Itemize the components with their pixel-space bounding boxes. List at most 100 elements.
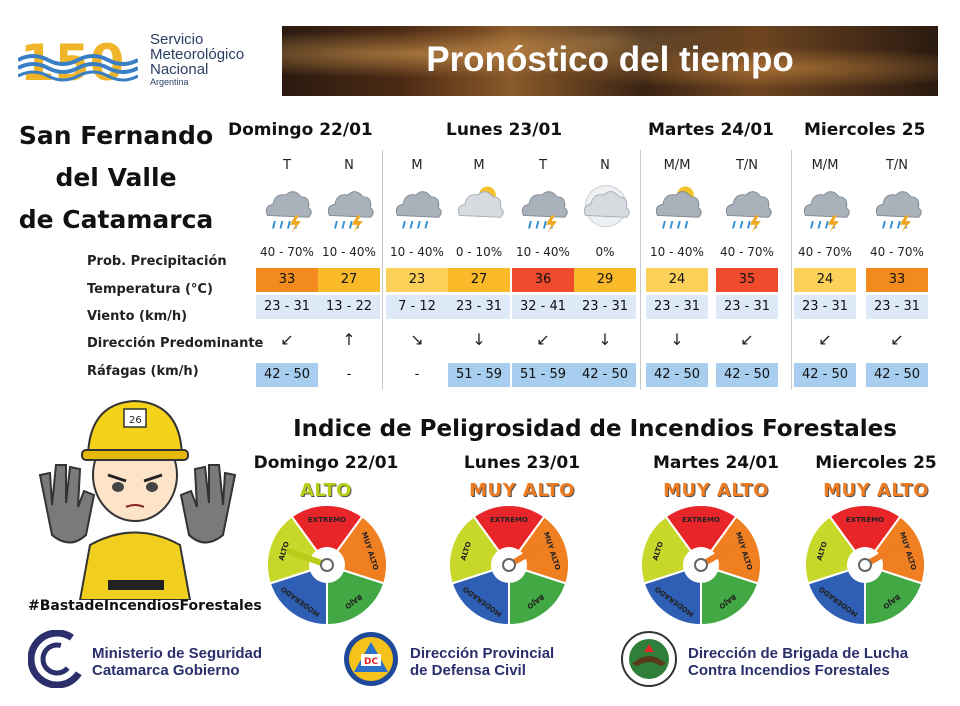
wind-cell: 23 - 31 (646, 295, 708, 319)
smn-line-1: Servicio (150, 31, 204, 48)
firefighter-kid-illustration: 26 (38, 399, 237, 600)
storm-icon (318, 180, 380, 236)
fire-day-header: Lunes 23/01 (463, 453, 581, 473)
fire-day-header: Martes 24/01 (653, 453, 779, 473)
fire-index-title: Indice de Peligrosidad de Incendios Fore… (293, 416, 897, 442)
temperature-cell: 29 (574, 268, 636, 292)
partly-cloudy-icon (448, 180, 510, 236)
precip-probability: 10 - 40% (390, 245, 444, 259)
brigade-line-1: Dirección de Brigada de Lucha (688, 645, 909, 662)
temperature-cell: 24 (646, 268, 708, 292)
precip-probability: 40 - 70% (720, 245, 774, 259)
storm-icon (866, 180, 928, 236)
period-label: M/M (811, 158, 839, 173)
period-label: N (344, 158, 354, 173)
temperature-cell: 27 (448, 268, 510, 292)
smn-name: Servicio Meteorológico Nacional Argentin… (150, 32, 244, 88)
wind-cell: 23 - 31 (448, 295, 510, 319)
wind-cell: 7 - 12 (386, 295, 448, 319)
rain-icon (386, 180, 448, 236)
gust-cell: 51 - 59 (512, 363, 574, 387)
gauge-segment (642, 563, 702, 627)
period-label: M (411, 158, 423, 173)
column-separator (382, 150, 383, 390)
gust-cell: 42 - 50 (866, 363, 928, 387)
fire-danger-gauge: EXTREMO MUY ALTO BAJO MODERADO ALTO (800, 500, 930, 630)
wind-cell: 13 - 22 (318, 295, 380, 319)
fire-danger-gauge: EXTREMO MUY ALTO BAJO MODERADO ALTO (444, 500, 574, 630)
gust-cell: 42 - 50 (716, 363, 778, 387)
gauge-segment (700, 563, 760, 627)
brigade-line-2: Contra Incendios Forestales (688, 662, 890, 679)
civil-defense-logo: DC (344, 632, 398, 686)
precip-probability: 0 - 10% (455, 245, 503, 259)
wind-cell: 23 - 31 (716, 295, 778, 319)
wind-cell: 23 - 31 (574, 295, 636, 319)
ministry-logo (28, 630, 86, 688)
gauge-segment (508, 563, 568, 627)
cloudy-night-icon (574, 180, 636, 236)
day-header-wednesday: Miercoles 25 (804, 120, 926, 140)
gust-cell: 51 - 59 (448, 363, 510, 387)
helmet-number: 26 (129, 415, 142, 426)
hashtag: #BastadeIncendiosForestales (28, 598, 262, 614)
dc-line-2: de Defensa Civil (410, 662, 526, 679)
ministry-name: Ministerio de Seguridad Catamarca Gobier… (92, 645, 262, 679)
storm-icon (716, 180, 778, 236)
smn-line-2: Meteorológico (150, 46, 245, 63)
gauge-segment (828, 504, 902, 567)
row-label-temp: Temperatura (°C) (87, 282, 213, 297)
gauge-segment-label: EXTREMO (308, 516, 346, 524)
wind-direction-arrow: ↓ (598, 330, 612, 349)
storm-icon (256, 180, 318, 236)
period-label: T/N (735, 158, 759, 173)
title-banner: Pronóstico del tiempo (282, 26, 938, 96)
gust-cell: 42 - 50 (646, 363, 708, 387)
precip-probability: 40 - 70% (798, 245, 852, 259)
fire-danger-gauge: EXTREMO MUY ALTO BAJO MODERADO ALTO (262, 500, 392, 630)
gust-cell: 42 - 50 (256, 363, 318, 387)
fire-level-label: MUY ALTO (469, 480, 575, 501)
temperature-cell: 33 (256, 268, 318, 292)
temperature-cell: 23 (386, 268, 448, 292)
precip-probability: 40 - 70% (870, 245, 924, 259)
location-name: San Fernando del Valle de Catamarca (10, 115, 222, 241)
wind-direction-arrow: ↓ (670, 330, 684, 349)
wind-direction-arrow: ↙ (280, 330, 294, 349)
gauge-segment (806, 563, 866, 627)
precip-probability: 0% (595, 245, 615, 259)
page-title: Pronóstico del tiempo (426, 40, 794, 79)
fire-level-label: MUY ALTO (663, 480, 769, 501)
sun-rain-icon (646, 180, 708, 236)
gust-cell: - (414, 367, 420, 382)
period-label: M/M (663, 158, 691, 173)
row-label-precip: Prob. Precipitación (87, 254, 227, 269)
brigade-name: Dirección de Brigada de Lucha Contra Inc… (688, 645, 908, 679)
fire-day-header: Domingo 22/01 (253, 453, 399, 473)
day-header-monday: Lunes 23/01 (446, 120, 563, 140)
gauge-segment (268, 563, 328, 627)
temperature-cell: 33 (866, 268, 928, 292)
period-label: T/N (885, 158, 909, 173)
temperature-cell: 24 (794, 268, 856, 292)
gauge-segment-label: EXTREMO (490, 516, 528, 524)
wind-direction-arrow: ↙ (740, 330, 754, 349)
wind-direction-arrow: ↙ (818, 330, 832, 349)
fire-level-label: MUY ALTO (823, 480, 929, 501)
wind-cell: 23 - 31 (866, 295, 928, 319)
gauge-segment-label: EXTREMO (846, 516, 884, 524)
column-separator (791, 150, 792, 390)
wind-direction-arrow: ↘ (410, 330, 424, 349)
fire-level-label: ALTO (299, 480, 352, 501)
ministry-line-1: Ministerio de Seguridad (92, 645, 263, 662)
period-label: T (539, 158, 547, 173)
location-line-1: San Fernando (18, 121, 214, 150)
period-label: T (283, 158, 291, 173)
fire-day-header: Miercoles 25 (815, 453, 937, 473)
storm-icon (512, 180, 574, 236)
ministry-line-2: Catamarca Gobierno (92, 662, 240, 679)
gauge-segment-label: EXTREMO (682, 516, 720, 524)
dc-badge: DC (364, 657, 378, 667)
brigade-logo (621, 631, 677, 687)
precip-probability: 40 - 70% (260, 245, 314, 259)
